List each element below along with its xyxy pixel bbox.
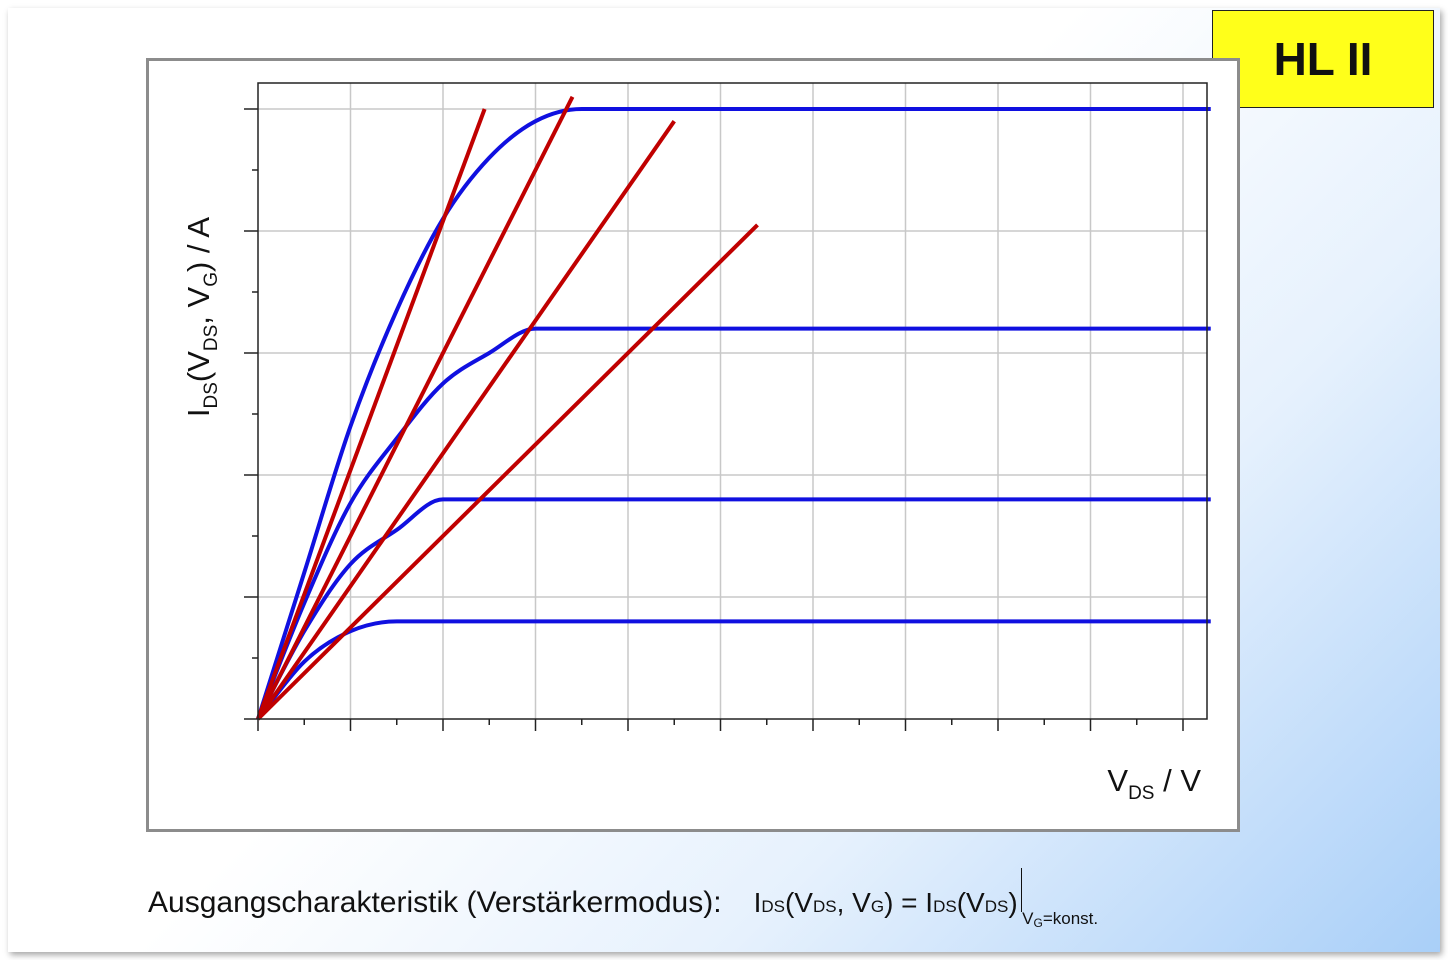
caption-formula: I DS (V DS, V G) = I DS (V DS) VG=konst. — [754, 868, 1098, 930]
grid — [258, 83, 1207, 719]
output-curve-0 — [256, 619, 1211, 721]
plot-box — [257, 82, 1208, 720]
y-axis-label: IDS(VDS, VG) / A — [181, 217, 222, 418]
load-line-5 — [256, 95, 575, 720]
output-curve-1 — [256, 497, 1211, 720]
hl-badge: HL II — [1212, 10, 1434, 108]
axes — [244, 82, 1208, 731]
characteristic-chart: IDS(VDS, VG) / A VDS / V — [181, 82, 1211, 804]
output-curve-3 — [256, 107, 1211, 720]
evaluation-bar — [1020, 868, 1023, 912]
load-line-6 — [256, 120, 676, 721]
x-axis-label: VDS / V — [1107, 763, 1201, 804]
load-line-4 — [256, 108, 487, 720]
caption-condition: VG=konst. — [1022, 909, 1099, 930]
series-group — [256, 95, 1211, 721]
output-curve-2 — [256, 326, 1211, 720]
load-line-7 — [256, 223, 759, 721]
caption-text: Ausgangscharakteristik (Verstärkermodus)… — [148, 886, 722, 919]
chart-frame: IDS(VDS, VG) / A VDS / V — [146, 58, 1240, 832]
caption: Ausgangscharakteristik (Verstärkermodus)… — [148, 868, 1098, 930]
